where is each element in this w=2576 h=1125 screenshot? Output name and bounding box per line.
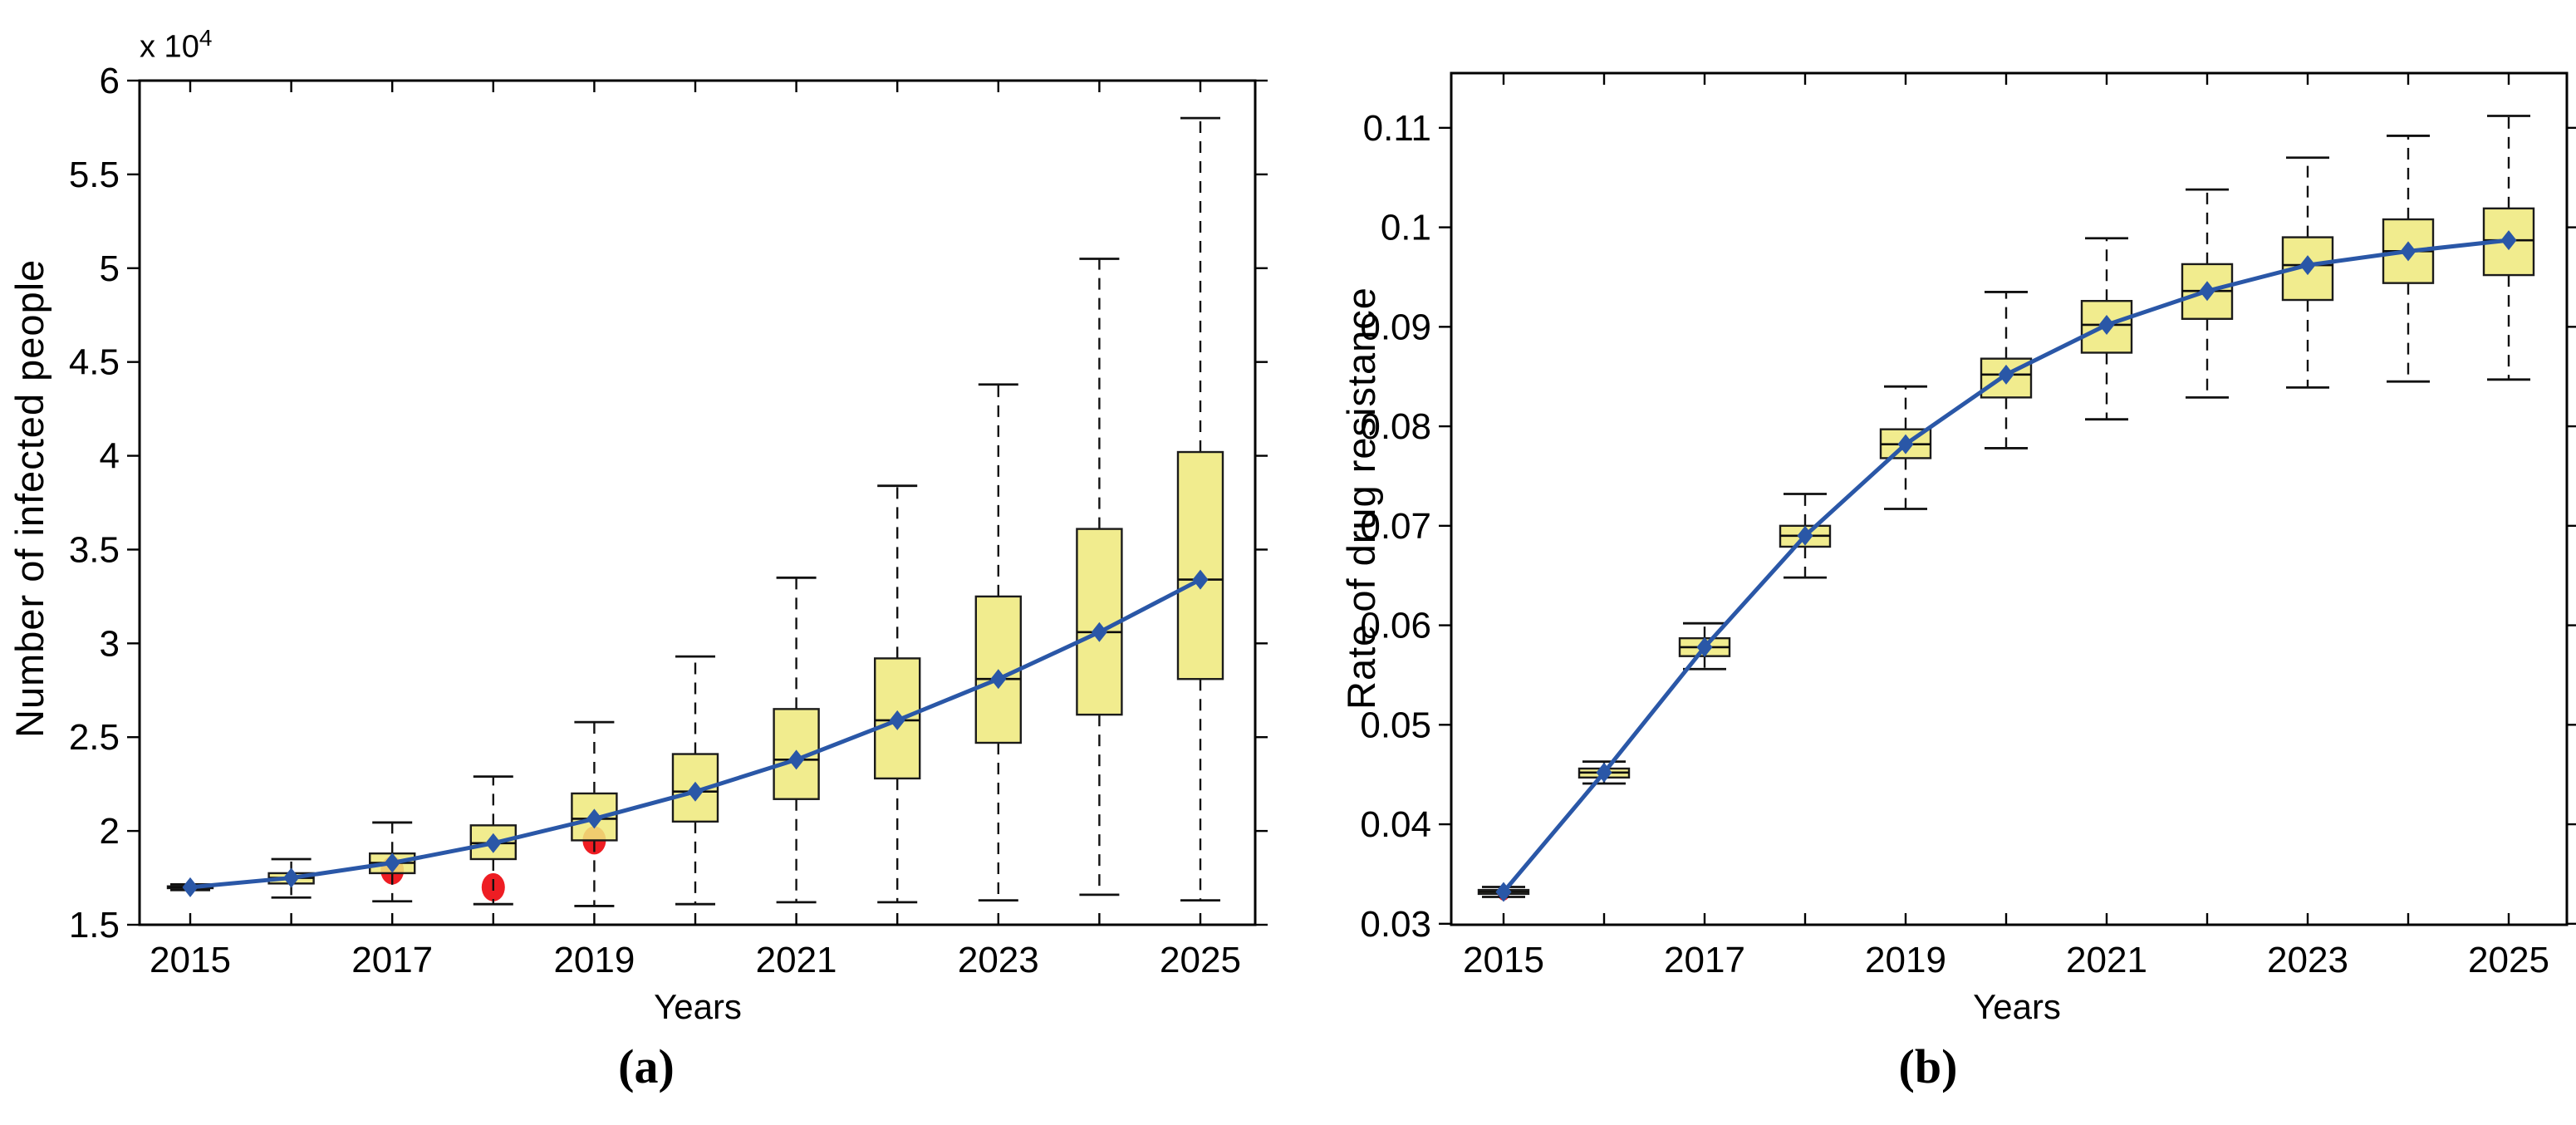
median-marker [1192, 569, 1209, 590]
median-marker [2500, 230, 2517, 251]
median-marker [182, 877, 199, 897]
boxplot-box [1076, 528, 1123, 716]
y-tick-label: 0.08 [1360, 406, 1431, 447]
caption-a: (a) [618, 1039, 675, 1093]
x-tick-label: 2021 [756, 940, 837, 980]
y-tick-label: 3.5 [69, 529, 120, 570]
multiplier-exponent: 4 [199, 25, 213, 51]
right-chart-canvas: 2015 2017 2019 2021 2023 2025 0.03 0.04 0.05 0.06… [1360, 71, 2576, 980]
median-marker [485, 833, 502, 853]
y-tick-label: 0.05 [1360, 705, 1431, 745]
median-marker [1998, 364, 2014, 385]
median-marker [384, 852, 400, 873]
y-tick-label: 0.1 [1381, 208, 1431, 248]
median-marker [889, 710, 905, 730]
x-tick-label: 2023 [958, 940, 1039, 980]
y-tick-label: 4.5 [69, 342, 120, 383]
x-tick-label: 2025 [1160, 940, 1241, 980]
median-marker [1091, 621, 1107, 642]
x-tick-label: 2015 [1463, 940, 1544, 980]
y-tick-label: 0.09 [1360, 307, 1431, 347]
y-tick-label: 0.06 [1360, 606, 1431, 646]
median-marker [1797, 525, 1813, 546]
median-marker [283, 867, 300, 888]
y-tick-label: 5 [100, 248, 120, 289]
y-tick-label: 1.5 [69, 905, 120, 946]
x-tick-label: 2017 [1664, 940, 1745, 980]
median-marker [788, 749, 805, 770]
x-tick-label: 2017 [351, 940, 433, 980]
median-marker [2199, 281, 2215, 302]
x-tick-label: 2025 [2468, 940, 2549, 980]
median-marker [1696, 636, 1713, 657]
plot-frame [1450, 71, 2569, 926]
median-marker [990, 669, 1007, 690]
plot-frame [138, 79, 1257, 926]
right-y-axis-title: Rate of drug resistance [1339, 287, 1383, 710]
median-marker [687, 781, 704, 802]
median-marker [1897, 434, 1914, 454]
median-marker [1596, 762, 1612, 783]
y-axis-multiplier-label: x 104 [140, 25, 212, 66]
left-chart-canvas: 2015 2017 2019 2021 2023 2025 1.5 2 2.5 3 3.5 4 4.5 5… [69, 61, 1268, 980]
median-marker [2299, 255, 2316, 276]
x-tick-label: 2019 [553, 940, 635, 980]
x-tick-label: 2021 [2066, 940, 2147, 980]
y-tick-label: 0.03 [1360, 904, 1431, 945]
left-x-axis-title: Years [654, 987, 742, 1026]
median-marker [2400, 241, 2417, 262]
panel-infected-people: 2015 2017 2019 2021 2023 2025 1.5 2 2.5 3 3.5 4 4.5 5… [7, 25, 1268, 1093]
x-tick-label: 2015 [150, 940, 231, 980]
median-marker [586, 808, 602, 829]
panel-drug-resistance: 2015 2017 2019 2021 2023 2025 0.03 0.04 0.05 0.06… [1288, 0, 2576, 1125]
median-marker [1495, 882, 1512, 902]
y-tick-label: 0.07 [1360, 506, 1431, 547]
multiplier-mantissa: x 10 [140, 29, 199, 65]
median-marker [2098, 314, 2115, 335]
x-tick-label: 2019 [1865, 940, 1946, 980]
y-tick-label: 2.5 [69, 717, 120, 758]
y-tick-label: 3 [100, 623, 120, 664]
y-tick-label: 6 [100, 61, 120, 101]
right-x-axis-title: Years [1973, 987, 2061, 1026]
y-tick-label: 2 [100, 811, 120, 852]
y-tick-label: 4 [100, 436, 120, 477]
boxplot-box [1176, 450, 1224, 680]
caption-b: (b) [1898, 1039, 1958, 1093]
x-tick-label: 2023 [2267, 940, 2348, 980]
left-y-axis-title: Number of infected people [7, 258, 52, 739]
y-tick-label: 5.5 [69, 155, 120, 195]
y-tick-label: 0.04 [1360, 804, 1431, 845]
y-tick-label: 0.11 [1363, 108, 1431, 149]
